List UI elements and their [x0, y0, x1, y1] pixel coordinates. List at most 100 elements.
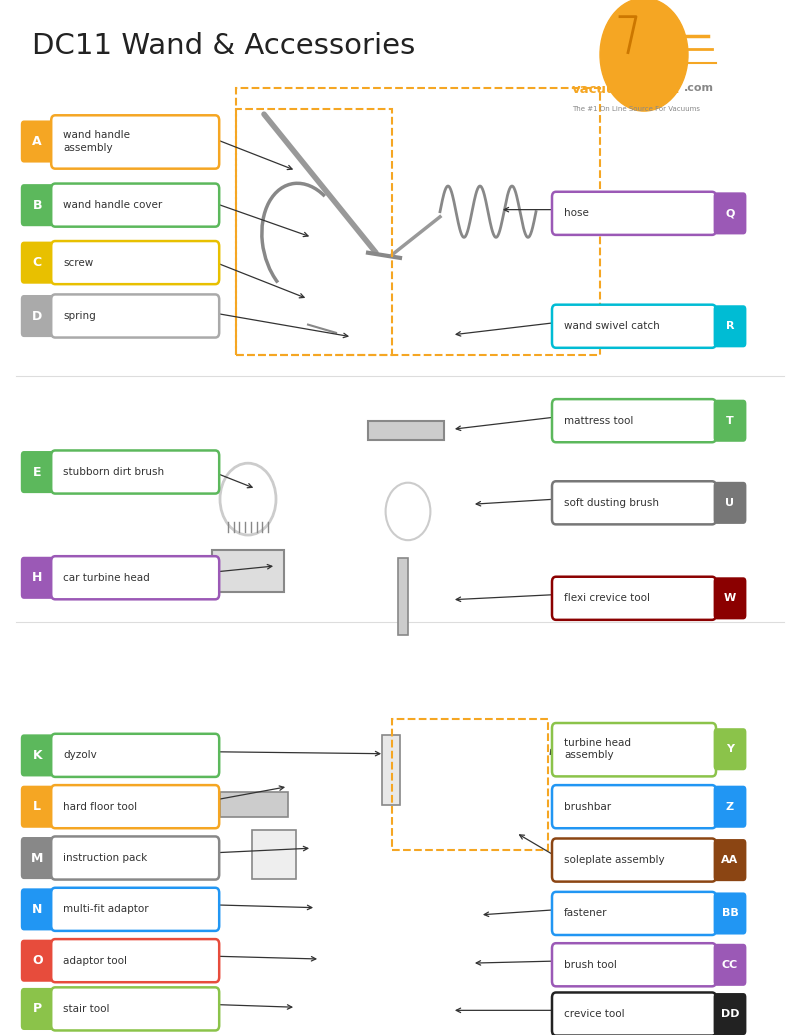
Text: AA: AA: [722, 855, 738, 865]
FancyBboxPatch shape: [51, 734, 219, 777]
FancyBboxPatch shape: [714, 482, 746, 524]
Text: Y: Y: [726, 744, 734, 755]
Text: soleplate assembly: soleplate assembly: [564, 855, 665, 865]
FancyBboxPatch shape: [21, 120, 54, 162]
Text: DC11 Wand & Accessories: DC11 Wand & Accessories: [32, 32, 415, 60]
FancyBboxPatch shape: [21, 786, 54, 828]
FancyBboxPatch shape: [714, 993, 746, 1035]
Text: A: A: [32, 135, 42, 148]
Bar: [236, 109, 392, 355]
Text: adaptor tool: adaptor tool: [63, 955, 127, 966]
Text: L: L: [34, 800, 42, 814]
FancyBboxPatch shape: [552, 191, 716, 235]
FancyBboxPatch shape: [552, 400, 716, 442]
FancyBboxPatch shape: [51, 183, 219, 227]
Text: wand handle cover: wand handle cover: [63, 200, 162, 210]
FancyBboxPatch shape: [51, 939, 219, 982]
FancyBboxPatch shape: [21, 735, 54, 776]
Text: B: B: [33, 199, 42, 212]
FancyBboxPatch shape: [51, 450, 219, 494]
Text: stubborn dirt brush: stubborn dirt brush: [63, 467, 164, 477]
FancyBboxPatch shape: [51, 786, 219, 828]
Text: K: K: [32, 749, 42, 762]
FancyBboxPatch shape: [21, 295, 54, 337]
FancyBboxPatch shape: [714, 578, 746, 619]
FancyBboxPatch shape: [21, 888, 54, 930]
FancyBboxPatch shape: [714, 839, 746, 881]
Text: wand handle
assembly: wand handle assembly: [63, 130, 130, 153]
Text: Q: Q: [726, 208, 734, 218]
Text: O: O: [32, 954, 42, 968]
FancyBboxPatch shape: [51, 987, 219, 1031]
Text: N: N: [32, 903, 42, 916]
FancyBboxPatch shape: [552, 838, 716, 882]
Text: wand swivel catch: wand swivel catch: [564, 321, 660, 331]
Text: car turbine head: car turbine head: [63, 572, 150, 583]
FancyBboxPatch shape: [552, 892, 716, 935]
Text: C: C: [33, 256, 42, 269]
Bar: [368, 421, 444, 440]
FancyBboxPatch shape: [714, 944, 746, 986]
Text: H: H: [32, 571, 42, 585]
Text: instruction pack: instruction pack: [63, 853, 147, 863]
FancyBboxPatch shape: [714, 193, 746, 234]
FancyBboxPatch shape: [51, 556, 219, 599]
FancyBboxPatch shape: [21, 451, 54, 493]
Text: D: D: [32, 309, 42, 323]
FancyBboxPatch shape: [714, 400, 746, 442]
Text: BB: BB: [722, 909, 738, 918]
Bar: [252, 830, 296, 879]
Text: CC: CC: [722, 959, 738, 970]
Bar: [398, 558, 408, 634]
FancyBboxPatch shape: [552, 993, 716, 1035]
Bar: [382, 735, 400, 805]
Text: E: E: [33, 466, 42, 478]
FancyBboxPatch shape: [552, 786, 716, 828]
Text: DD: DD: [721, 1009, 739, 1019]
Text: fastener: fastener: [564, 909, 607, 918]
Text: P: P: [33, 1003, 42, 1015]
FancyBboxPatch shape: [51, 294, 219, 337]
FancyBboxPatch shape: [714, 786, 746, 828]
Text: The #1 On Line Source For Vacuums: The #1 On Line Source For Vacuums: [572, 106, 700, 112]
Text: stair tool: stair tool: [63, 1004, 110, 1014]
Text: multi-fit adaptor: multi-fit adaptor: [63, 905, 149, 914]
Text: Z: Z: [726, 802, 734, 811]
FancyBboxPatch shape: [552, 723, 716, 776]
FancyBboxPatch shape: [21, 184, 54, 227]
FancyBboxPatch shape: [714, 729, 746, 770]
FancyBboxPatch shape: [51, 836, 219, 880]
Text: M: M: [31, 852, 43, 864]
Circle shape: [600, 0, 688, 111]
Text: hose: hose: [564, 208, 589, 218]
Bar: [220, 792, 288, 818]
Text: dyzolv: dyzolv: [63, 750, 97, 761]
FancyBboxPatch shape: [552, 576, 716, 620]
Text: mattress tool: mattress tool: [564, 416, 634, 425]
Text: hard floor tool: hard floor tool: [63, 802, 138, 811]
Text: U: U: [726, 498, 734, 508]
Text: brushbar: brushbar: [564, 802, 611, 811]
FancyBboxPatch shape: [21, 557, 54, 599]
Text: brush tool: brush tool: [564, 959, 617, 970]
Text: crevice tool: crevice tool: [564, 1009, 625, 1019]
FancyBboxPatch shape: [51, 888, 219, 930]
Text: screw: screw: [63, 258, 94, 268]
FancyBboxPatch shape: [21, 940, 54, 982]
Bar: [236, 89, 600, 355]
Text: R: R: [726, 321, 734, 331]
FancyBboxPatch shape: [21, 988, 54, 1030]
Text: spring: spring: [63, 312, 96, 321]
Text: vacuum-direct: vacuum-direct: [572, 84, 680, 96]
Text: T: T: [726, 416, 734, 425]
FancyBboxPatch shape: [21, 241, 54, 284]
FancyBboxPatch shape: [714, 892, 746, 935]
FancyBboxPatch shape: [21, 837, 54, 879]
Text: turbine head
assembly: turbine head assembly: [564, 738, 631, 761]
FancyBboxPatch shape: [51, 241, 219, 285]
Text: soft dusting brush: soft dusting brush: [564, 498, 659, 508]
Text: .com: .com: [684, 84, 714, 93]
FancyBboxPatch shape: [552, 481, 716, 525]
Text: flexi crevice tool: flexi crevice tool: [564, 593, 650, 603]
Bar: [392, 718, 548, 850]
